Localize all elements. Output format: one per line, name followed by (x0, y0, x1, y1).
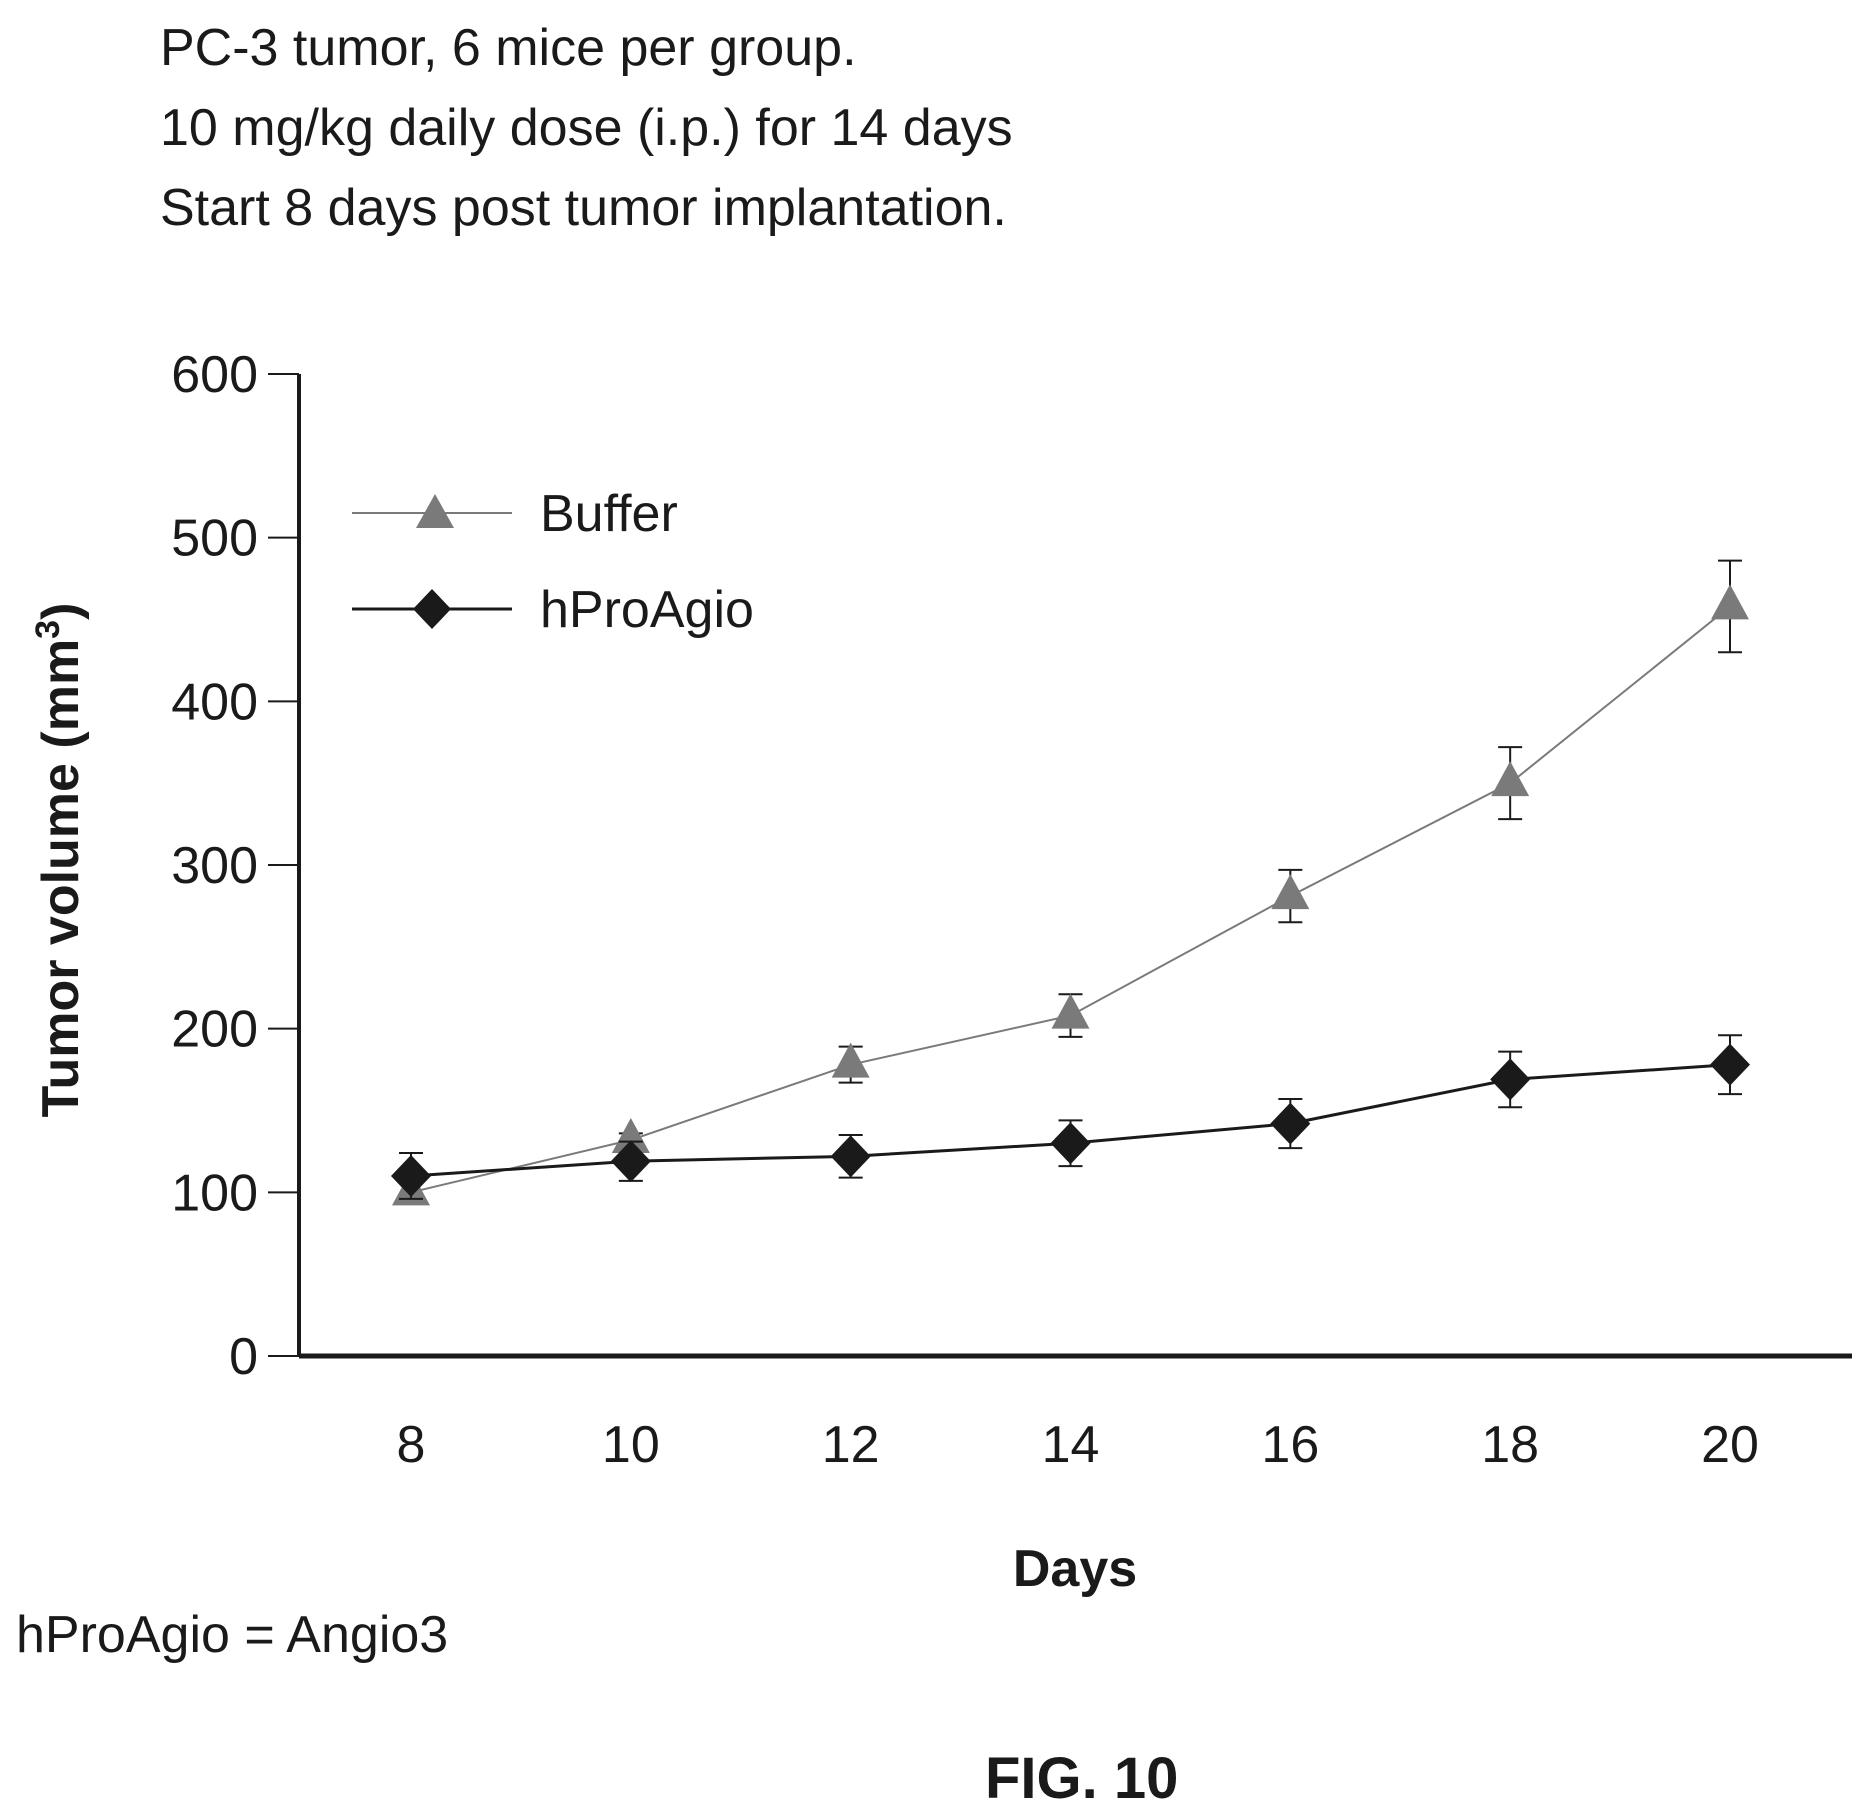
y-tick-label: 300 (171, 837, 258, 895)
data-point-buffer (1711, 584, 1749, 620)
legend-diamond-icon (413, 589, 451, 629)
y-tick-label: 500 (171, 510, 258, 568)
data-point-buffer (611, 1117, 650, 1153)
y-axis-title: Tumor volume (mm3) (29, 603, 90, 1118)
legend-label-hproagio: hProAgio (540, 581, 754, 639)
y-tick-label: 200 (171, 1001, 258, 1059)
y-tick-label: 0 (229, 1328, 258, 1386)
x-tick-label: 20 (1701, 1416, 1759, 1474)
y-axis-title-main: Tumor volume (mm (32, 639, 90, 1118)
series-group (391, 559, 1750, 1206)
y-tick-label: 100 (171, 1164, 258, 1222)
series-hproagio (391, 1034, 1750, 1200)
data-point-hproagio (1710, 1043, 1750, 1086)
x-axis: 8 10 12 14 16 18 20 (299, 1353, 1852, 1474)
x-tick-label: 8 (397, 1416, 426, 1474)
y-tick-label: 600 (171, 346, 258, 404)
legend-label-buffer: Buffer (540, 485, 678, 543)
x-tick-label: 14 (1042, 1416, 1100, 1474)
legend-triangle-icon (416, 494, 454, 528)
y-axis: 0 100 200 300 400 500 600 (171, 346, 301, 1386)
legend: Buffer hProAgio (352, 485, 754, 639)
series-buffer (392, 559, 1749, 1206)
data-point-buffer (1051, 993, 1090, 1029)
data-point-buffer (1491, 761, 1530, 797)
series-line-buffer (410, 605, 1731, 1194)
footnote: hProAgio = Angio3 (16, 1606, 449, 1664)
data-point-hproagio (1490, 1058, 1531, 1101)
x-tick-label: 10 (602, 1416, 660, 1474)
y-axis-title-close: ) (32, 603, 90, 620)
x-tick-label: 12 (822, 1416, 880, 1474)
data-point-buffer (1271, 874, 1310, 910)
data-point-hproagio (391, 1154, 431, 1197)
data-point-hproagio (610, 1140, 651, 1183)
x-axis-title: Days (1013, 1540, 1137, 1598)
data-point-hproagio (830, 1135, 871, 1178)
data-point-buffer (831, 1042, 870, 1078)
header-note-3: Start 8 days post tumor implantation. (160, 179, 1007, 237)
y-axis-title-superscript: 3 (29, 620, 67, 639)
x-tick-label: 16 (1261, 1416, 1319, 1474)
data-point-hproagio (1270, 1102, 1311, 1145)
header-note-1: PC-3 tumor, 6 mice per group. (160, 19, 857, 77)
x-tick-label: 18 (1481, 1416, 1539, 1474)
data-point-hproagio (1050, 1122, 1091, 1165)
y-tick-label: 400 (171, 673, 258, 731)
figure-label: FIG. 10 (985, 1746, 1179, 1811)
header-note-2: 10 mg/kg daily dose (i.p.) for 14 days (160, 99, 1013, 157)
